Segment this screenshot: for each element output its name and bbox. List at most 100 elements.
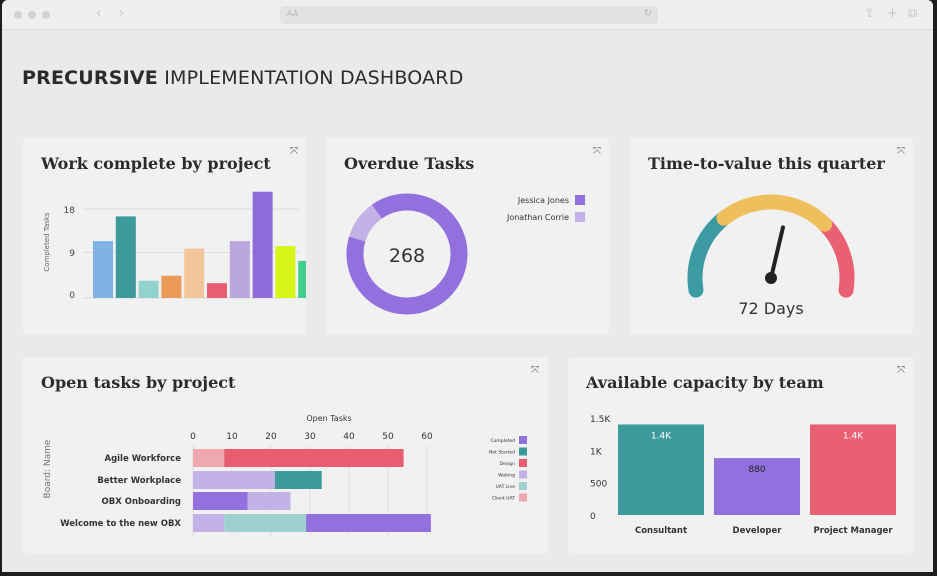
bar-value-label: 880 [748,465,765,475]
y-tick-label: 1K [590,447,603,457]
y-tick-label: 9 [69,249,75,259]
donut-total-label: 268 [389,245,425,267]
capacity-chart: 1.5K 1K 500 0 1.4K Consultant 880 Developer 1.4K… [590,415,896,536]
legend-label: UAT Live [496,484,516,490]
stacked-bar-segment [224,449,404,467]
work-complete-chart: Completed Tasks 18 9 0 [43,191,306,301]
bar [93,241,113,298]
legend-label: Completed [490,438,515,444]
window-minimize-button[interactable] [28,11,36,19]
y-category-label: OBX Onboarding [102,497,181,507]
card-time-to-value: Time-to-value this quarter ⤧ 72 Days [630,138,913,335]
back-icon[interactable]: ‹ [96,6,102,21]
stacked-bar-segment [193,449,225,467]
card-work-complete: Work complete by project ⤧ Completed Tas… [23,138,306,335]
legend-swatch [519,447,527,456]
expand-icon[interactable]: ⤧ [897,146,905,157]
legend-swatch [519,436,527,444]
y-axis-label: Completed Tasks [43,212,51,272]
bar-value-label: 1.4K [843,431,864,441]
expand-icon[interactable]: ⤧ [897,365,905,376]
stacked-bar-segment [274,471,322,489]
x-category-label: Consultant [635,526,687,536]
stacked-bar-segment [193,514,225,532]
bar [810,424,896,515]
stacked-bar-segment [306,514,431,532]
y-axis-label: Board: Name [43,439,53,498]
new-tab-icon[interactable]: + [887,6,898,21]
expand-icon[interactable]: ⤧ [290,146,298,157]
donut-slice [349,204,383,242]
card-title: Work complete by project [41,154,271,173]
open-tasks-chart: Open Tasks Board: Name 0 10 20 30 40 50 60 Agil… [43,414,527,537]
gauge-needle-hub [765,272,777,284]
card-title: Overdue Tasks [344,154,475,173]
legend-swatch [519,493,527,502]
bar [138,280,159,298]
x-tick-label: 30 [304,432,316,442]
y-category-label: Welcome to the new OBX [60,519,181,529]
legend-swatch [575,212,585,222]
bar [618,424,704,515]
card-title: Open tasks by project [41,373,236,392]
reader-mode-label[interactable]: AA [287,9,299,18]
reload-icon[interactable]: ↻ [643,8,652,19]
forward-icon[interactable]: › [119,6,125,21]
gauge-needle [769,225,785,280]
legend-label: Client UAT [492,496,515,502]
gauge-segment-mid [716,194,833,232]
x-tick-label: 60 [421,432,433,442]
bar [714,458,800,515]
legend-swatch [519,470,527,479]
expand-icon[interactable]: ⤧ [531,365,539,376]
y-tick-label: 0 [69,291,75,301]
y-category-label: Agile Workforce [104,454,181,464]
x-category-label: Project Manager [813,526,893,536]
legend-label: Waiting [498,473,515,479]
gauge-segment-low [687,210,732,298]
x-tick-label: 10 [226,432,238,442]
card-capacity: Available capacity by team ⤧ 1.5K 1K 500 0 1… [568,357,913,553]
legend-label: Jessica Jones [517,196,569,205]
expand-icon[interactable]: ⤧ [593,146,601,157]
time-to-value-gauge: 72 Days [687,194,855,318]
y-category-label: Better Workplace [97,476,181,486]
bar [298,260,306,298]
legend-label: Not Started [489,450,515,456]
bar [161,275,182,298]
stacked-bar-segment [193,492,248,510]
gauge-segment-high [817,216,855,298]
legend-swatch [519,482,527,490]
y-tick-label: 0 [590,512,596,522]
card-overdue-tasks: Overdue Tasks ⤧ 268 Jessica Jones Jonath… [326,138,609,335]
browser-toolbar: ‹ › AA ↻ ⇪ + ⧉ [2,0,933,30]
legend-label: Design [499,461,515,467]
stacked-bar-segment [193,471,275,489]
x-tick-label: 40 [343,432,355,442]
overdue-donut-chart: 268 Jessica Jones Jonathan Corrie [346,193,585,315]
legend-label: Jonathan Corrie [506,213,569,222]
share-icon[interactable]: ⇪ [864,6,875,21]
address-bar[interactable]: AA ↻ [280,6,658,24]
gauge-value-label: 72 Days [738,299,803,318]
bar [275,246,296,298]
stacked-bar-segment [247,492,291,510]
window-maximize-button[interactable] [42,11,50,19]
legend-swatch [519,459,527,467]
y-tick-label: 18 [64,206,76,216]
donut-slice [346,193,468,315]
window-close-button[interactable] [14,11,22,19]
y-tick-label: 1.5K [590,415,611,425]
stacked-bar-segment [224,514,307,532]
bar [184,248,205,298]
tabs-overview-icon[interactable]: ⧉ [908,6,918,21]
bar-value-label: 1.4K [651,431,672,441]
x-category-label: Developer [733,526,783,536]
bar [252,191,273,298]
bar [229,241,250,298]
bar [115,216,136,298]
x-tick-label: 0 [190,432,196,442]
chart-title: Open Tasks [306,414,351,423]
dashboard-title-text: IMPLEMENTATION DASHBOARD [157,67,464,89]
